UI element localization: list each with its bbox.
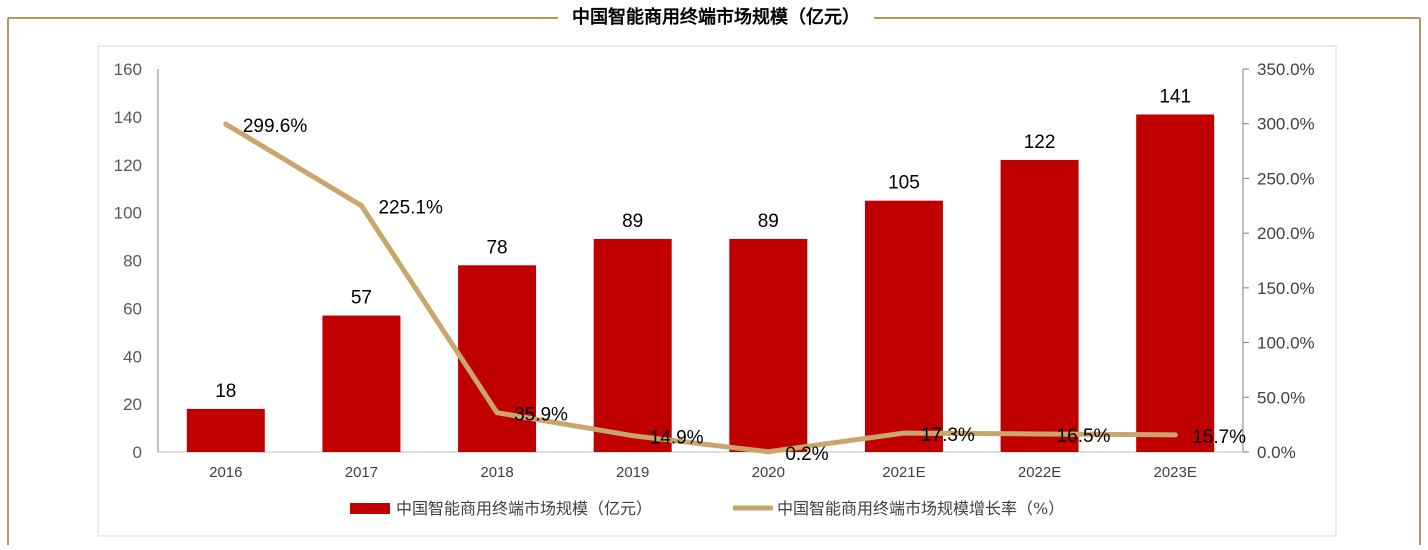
growth-rate-point[interactable] bbox=[901, 430, 907, 436]
x-tick-label: 2017 bbox=[345, 464, 378, 481]
bar[interactable] bbox=[864, 200, 943, 452]
bar-value-label: 141 bbox=[1159, 86, 1191, 107]
x-tick-label: 2022E bbox=[1018, 464, 1061, 481]
y-right-tick-label: 250.0% bbox=[1257, 169, 1315, 188]
bar[interactable] bbox=[458, 265, 537, 452]
x-tick-label: 2020 bbox=[752, 464, 785, 481]
growth-rate-point[interactable] bbox=[1172, 432, 1178, 438]
bar[interactable] bbox=[1136, 114, 1215, 452]
bar[interactable] bbox=[1000, 159, 1079, 452]
legend-bar-swatch bbox=[350, 503, 390, 514]
growth-rate-point[interactable] bbox=[630, 433, 636, 439]
legend-bar-label: 中国智能商用终端市场规模（亿元） bbox=[396, 499, 652, 518]
x-tick-label: 2023E bbox=[1154, 464, 1197, 481]
bar[interactable] bbox=[593, 238, 672, 452]
bar[interactable] bbox=[322, 315, 401, 452]
y-left-tick-label: 100 bbox=[114, 204, 142, 223]
bar-value-label: 57 bbox=[351, 288, 372, 309]
y-left-tick-label: 160 bbox=[114, 60, 142, 79]
y-right-tick-label: 300.0% bbox=[1257, 115, 1315, 134]
line-value-label: 17.3% bbox=[921, 425, 975, 446]
plot-area-border bbox=[97, 45, 1337, 537]
y-left-tick-label: 140 bbox=[114, 108, 142, 127]
growth-rate-point[interactable] bbox=[223, 121, 229, 127]
growth-rate-point[interactable] bbox=[494, 410, 500, 416]
line-value-label: 35.9% bbox=[514, 405, 568, 426]
bar-value-label: 89 bbox=[622, 211, 643, 232]
x-tick-label: 2019 bbox=[616, 464, 649, 481]
y-right-tick-label: 0.0% bbox=[1257, 443, 1296, 462]
y-left-tick-label: 60 bbox=[123, 299, 142, 318]
x-tick-label: 2018 bbox=[480, 464, 513, 481]
growth-rate-point[interactable] bbox=[765, 449, 771, 455]
y-left-tick-label: 40 bbox=[123, 347, 142, 366]
bar-value-label: 89 bbox=[758, 211, 779, 232]
y-right-tick-label: 350.0% bbox=[1257, 60, 1315, 79]
y-right-tick-label: 100.0% bbox=[1257, 334, 1315, 353]
growth-rate-point[interactable] bbox=[358, 203, 364, 209]
growth-rate-line[interactable] bbox=[223, 121, 1178, 455]
line-value-label: 16.5% bbox=[1057, 426, 1111, 447]
bar-value-label: 78 bbox=[486, 237, 507, 258]
bar-value-label: 18 bbox=[215, 381, 236, 402]
bar-value-label: 105 bbox=[888, 173, 920, 194]
bar[interactable] bbox=[729, 238, 808, 452]
y-right-tick-label: 50.0% bbox=[1257, 388, 1305, 407]
line-value-label: 0.2% bbox=[785, 444, 828, 465]
line-value-label: 225.1% bbox=[378, 198, 443, 219]
bar-value-label: 122 bbox=[1024, 132, 1056, 153]
line-value-label: 299.6% bbox=[243, 116, 308, 137]
bar[interactable] bbox=[186, 408, 265, 452]
line-value-label: 15.7% bbox=[1192, 427, 1246, 448]
line-value-label: 14.9% bbox=[650, 428, 704, 449]
y-left-tick-label: 120 bbox=[114, 156, 142, 175]
x-tick-label: 2016 bbox=[209, 464, 242, 481]
y-right-tick-label: 200.0% bbox=[1257, 224, 1315, 243]
y-right-tick-label: 150.0% bbox=[1257, 279, 1315, 298]
y-left-tick-label: 20 bbox=[123, 395, 142, 414]
y-left-tick-label: 80 bbox=[123, 252, 142, 271]
legend-line-label: 中国智能商用终端市场规模增长率（%） bbox=[777, 499, 1064, 518]
y-left-tick-label: 0 bbox=[133, 443, 142, 462]
x-tick-label: 2021E bbox=[882, 464, 925, 481]
growth-rate-point[interactable] bbox=[1037, 431, 1043, 437]
